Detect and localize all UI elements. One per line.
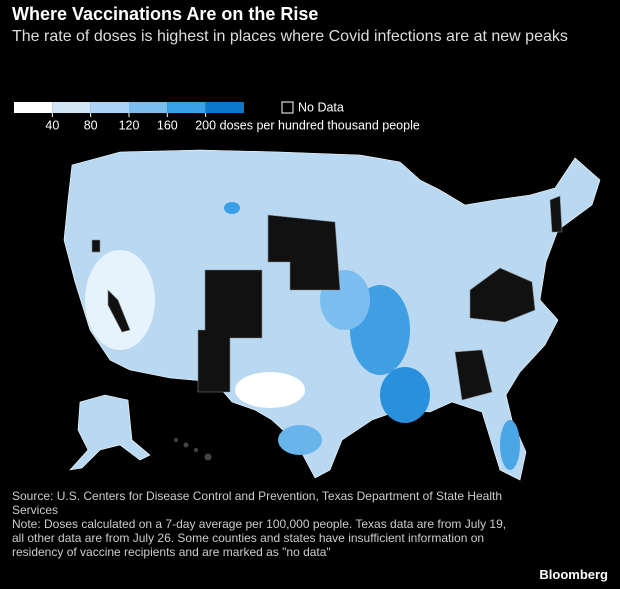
no-data-region: [107, 289, 131, 333]
no-data-region: [454, 349, 493, 401]
no-data-areas: [91, 195, 563, 401]
alaska: [69, 394, 151, 471]
legend-swatch: [52, 102, 91, 113]
subtitle: The rate of doses is highest in places w…: [12, 28, 568, 45]
legend-tick-label: 200: [195, 118, 216, 132]
legend-tick-label: 40: [45, 118, 59, 132]
brand: Bloomberg: [539, 567, 608, 582]
map-region: [85, 250, 155, 350]
map-region: [380, 367, 430, 423]
no-data-region: [267, 214, 341, 291]
island: [194, 448, 198, 452]
note: Note: Doses calculated on a 7-day averag…: [12, 517, 507, 559]
footer: Source: U.S. Centers for Disease Control…: [12, 489, 512, 559]
no-data-region: [469, 267, 536, 323]
title: Where Vaccinations Are on the Rise: [12, 4, 319, 24]
high-rate-areas: [85, 202, 520, 470]
legend-swatch: [14, 102, 53, 113]
no-data-label: No Data: [298, 100, 344, 114]
map-region: [235, 372, 305, 408]
legend-tick-label: 120: [119, 118, 140, 132]
legend-swatch: [205, 102, 244, 113]
island: [174, 438, 178, 442]
map-region: [500, 420, 520, 470]
no-data-region: [197, 269, 263, 393]
no-data-region: [549, 195, 563, 233]
no-data-swatch: [281, 101, 294, 114]
source: Source: U.S. Centers for Disease Control…: [12, 489, 503, 517]
legend: No Data 40 80 120 160 200 doses per hundred t…: [14, 100, 420, 132]
legend-unit: doses per hundred thousand people: [220, 118, 420, 132]
legend-swatch: [167, 102, 206, 113]
map-region: [278, 425, 322, 455]
legend-swatch: [129, 102, 168, 113]
us-map: [63, 149, 601, 481]
legend-swatch: [90, 102, 129, 113]
hawaii: [174, 438, 212, 461]
legend-tick-label: 160: [157, 118, 178, 132]
island: [183, 442, 189, 448]
island: [204, 453, 212, 461]
map-region: [224, 202, 240, 214]
legend-tick-label: 80: [84, 118, 98, 132]
no-data-region: [91, 239, 101, 253]
